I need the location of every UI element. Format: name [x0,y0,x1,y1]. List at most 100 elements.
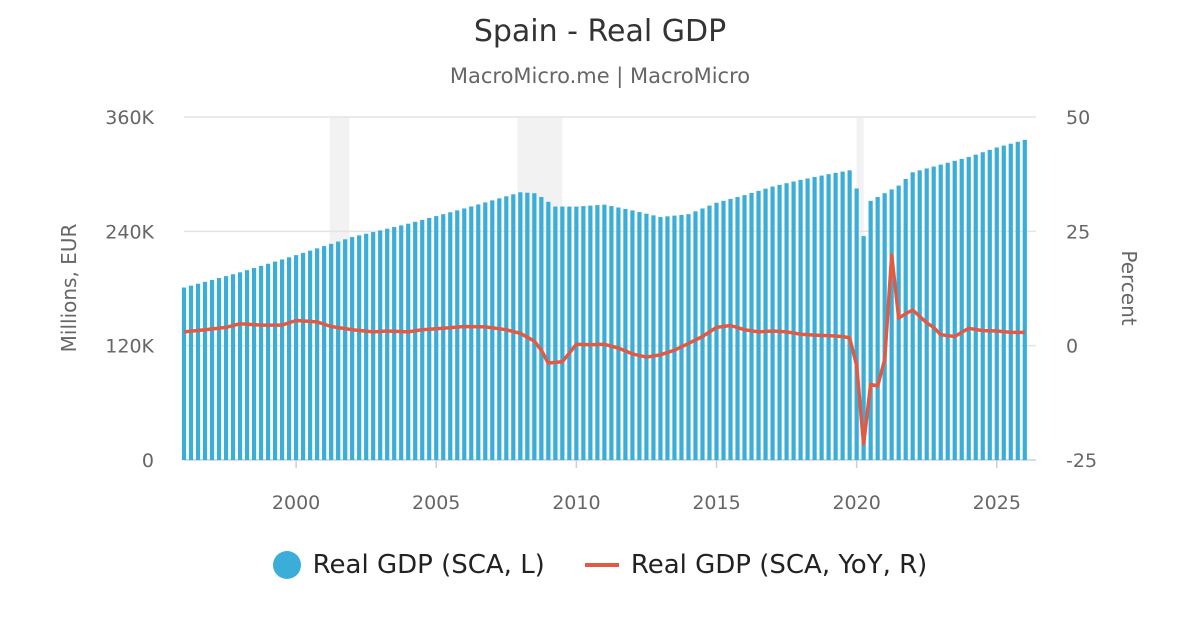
gdp-bar [188,285,194,460]
gdp-bar [244,270,250,460]
gdp-bar [749,192,754,461]
recession-band [856,117,864,460]
gdp-bar [651,215,656,460]
y-right-tick-label: -25 [1066,450,1097,472]
gdp-bar [483,202,488,461]
gdp-bar [322,246,327,460]
gdp-bar [202,281,208,460]
gdp-bar [945,162,950,460]
legend-bar-marker [272,551,301,579]
gdp-bar [763,188,768,460]
gdp-bar [343,239,348,460]
gdp-bar [756,190,761,460]
x-tick-label: 2015 [692,492,740,514]
gdp-bar [223,276,229,460]
gdp-bar [441,214,446,460]
gdp-bar [230,274,236,460]
gdp-bar [518,192,523,460]
gdp-bar [665,216,670,460]
gdp-bar [413,221,418,460]
gdp-bar [251,268,257,460]
gdp-bar [511,194,516,460]
gdp-bar [462,208,467,460]
gdp-bar [406,223,411,460]
gdp-bar [973,154,978,461]
gdp-bar [896,185,901,460]
gdp-bar [952,160,957,461]
x-tick-label: 2000 [272,492,320,514]
y-left-axis-label: Millions, EUR [57,224,81,353]
gdp-bar [279,259,285,460]
gdp-bar [784,183,789,460]
gdp-bar [476,204,481,460]
gdp-bar [216,278,222,460]
chart-subtitle: MacroMicro.me | MacroMicro [449,64,751,88]
gdp-bar [336,241,341,460]
gdp-bar [539,197,544,461]
gdp-bar [924,168,929,460]
gdp-bar [672,215,677,460]
gdp-bar [420,219,425,460]
gdp-bar [294,255,299,460]
gdp-bar [574,206,579,460]
gdp-bar [686,214,691,460]
gdp-bar [588,205,593,460]
legend-label-yoy: Real GDP (SCA, YoY, R) [630,550,928,580]
gdp-bar [777,184,782,460]
yoy-line-layer [183,253,1025,446]
gdp-bar [637,212,642,460]
gdp-bar [385,228,390,460]
gdp-bar [595,205,600,460]
gdp-bar [308,250,313,460]
gdp-bar [286,257,292,460]
gdp-bar [826,174,831,460]
gdp-bar [272,261,278,460]
gdp-bar [1022,139,1027,460]
gdp-bar [966,157,971,460]
gdp-bar [861,236,866,460]
gdp-bar [805,178,810,460]
x-tick-label: 2005 [412,492,460,514]
gdp-bar [959,158,964,460]
gdp-bar [181,287,187,460]
gdp-bar [791,181,796,460]
gdp-bar [209,279,215,460]
gdp-bar [490,200,495,461]
gdp-bar [882,193,887,460]
gdp-bar [434,216,439,460]
x-tick-label: 2020 [832,492,880,514]
gdp-bar [546,201,551,460]
gdp-bar [630,210,635,460]
gdp-bar [265,263,271,460]
gdp-bar [987,149,992,460]
gdp-bar [623,208,628,460]
gdp-bar [195,283,201,460]
gdp-bar [679,214,684,460]
gdp-bar [847,170,852,460]
gdp-bar [742,195,747,460]
gdp-bar [560,206,565,460]
y-left-tick-label: 360K [105,107,154,129]
gdp-bar [903,178,908,461]
legend-item-yoy[interactable]: Real GDP (SCA, YoY, R) [584,550,928,580]
gdp-bar [728,198,733,460]
legend-item-gdp[interactable]: Real GDP (SCA, L) [272,550,545,580]
gdp-bar [812,177,817,460]
axes: 0 120K 240K 360K -25 0 25 50 2000 2005 2010 2015 202… [105,107,1097,514]
gdp-bar [350,237,355,460]
gdp-bar [616,207,621,460]
gdp-bar [399,225,404,460]
gdp-bar [532,193,537,460]
gdp-bar [1015,141,1020,460]
gdp-bar [371,232,376,460]
gdp-bar [378,230,383,460]
gdp-bar [329,243,334,460]
gdp-bar [392,227,397,460]
y-left-tick-label: 0 [142,450,154,472]
y-right-tick-label: 25 [1066,221,1090,243]
gdp-bar [994,147,999,460]
gdp-bar [1001,145,1006,461]
x-tick-label: 2010 [552,492,600,514]
gdp-bar [721,200,726,460]
